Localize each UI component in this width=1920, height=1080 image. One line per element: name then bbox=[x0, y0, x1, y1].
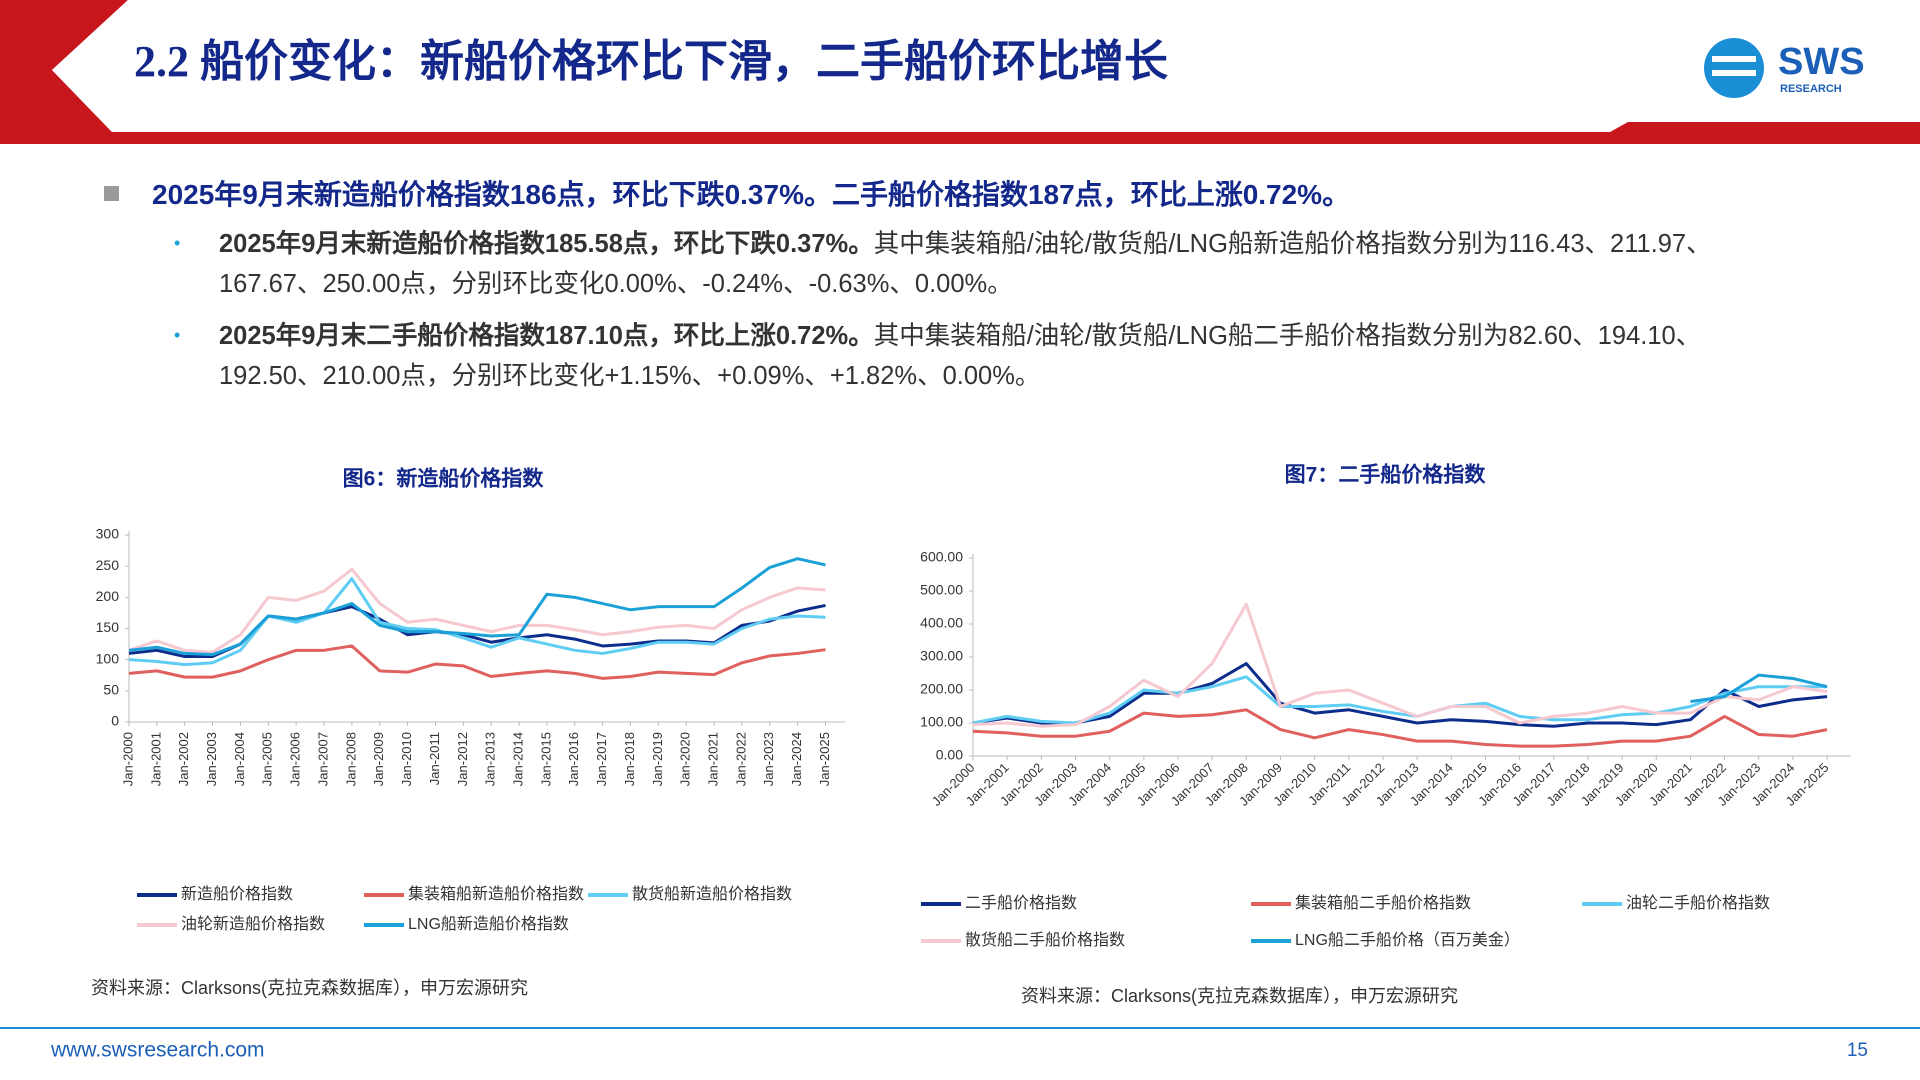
bullet-dot: • bbox=[174, 325, 181, 345]
logo-stripe bbox=[1712, 56, 1756, 62]
x-tick-label: Jan-2013 bbox=[483, 732, 498, 786]
y-tick-label: 200 bbox=[96, 588, 120, 604]
x-tick-label: Jan-2024 bbox=[789, 732, 804, 786]
x-tick-label: Jan-2005 bbox=[260, 732, 275, 786]
y-tick-label: 500.00 bbox=[920, 582, 963, 598]
header-band bbox=[0, 0, 1920, 144]
legend-label: 集装箱船新造船价格指数 bbox=[408, 885, 584, 903]
series-line bbox=[128, 603, 826, 659]
series-line bbox=[972, 708, 1828, 748]
legend-label: 油轮新造船价格指数 bbox=[181, 915, 325, 933]
series-line bbox=[128, 644, 826, 680]
main-bullet: 2025年9月末新造船价格指数186点，环比下跌0.37%。二手船价格指数187… bbox=[152, 179, 1351, 210]
y-tick-label: 50 bbox=[103, 682, 119, 698]
legend-label: 散货船二手船价格指数 bbox=[965, 931, 1125, 949]
footer-url: www.swsresearch.com bbox=[50, 1039, 265, 1062]
series-line bbox=[972, 662, 1828, 728]
bullet-bold: 2025年9月末新造船价格指数185.58点，环比下跌0.37%。 bbox=[219, 230, 874, 258]
x-tick-label: Jan-2023 bbox=[761, 732, 776, 786]
x-tick-label: Jan-2020 bbox=[678, 732, 693, 786]
logo-mark bbox=[1704, 38, 1764, 98]
x-tick-label: Jan-2017 bbox=[594, 732, 609, 786]
y-tick-label: 200.00 bbox=[920, 681, 963, 697]
chart-source: 资料来源：Clarksons(克拉克森数据库），申万宏源研究 bbox=[1021, 986, 1458, 1006]
series-line bbox=[128, 557, 826, 657]
legend-label: 集装箱船二手船价格指数 bbox=[1295, 894, 1471, 912]
x-tick-label: Jan-2001 bbox=[148, 732, 163, 786]
legend-label: 油轮二手船价格指数 bbox=[1626, 894, 1770, 912]
logo-text: SWS bbox=[1778, 41, 1865, 83]
y-tick-label: 100 bbox=[96, 650, 120, 666]
header-chevron bbox=[52, 0, 150, 132]
y-tick-label: 100.00 bbox=[920, 714, 963, 730]
sub-bullet: 2025年9月末新造船价格指数185.58点，环比下跌0.37%。其中集装箱船/… bbox=[219, 224, 1764, 304]
legend-label: LNG船新造船价格指数 bbox=[408, 915, 569, 933]
series-line bbox=[972, 675, 1828, 725]
series-line bbox=[1690, 673, 1828, 704]
x-tick-label: Jan-2019 bbox=[650, 732, 665, 786]
y-tick-label: 300.00 bbox=[920, 648, 963, 664]
x-tick-label: Jan-2004 bbox=[232, 732, 247, 786]
y-tick-label: 250 bbox=[96, 557, 120, 573]
y-tick-label: 600.00 bbox=[920, 549, 963, 565]
x-tick-label: Jan-2007 bbox=[315, 732, 330, 786]
chart-title: 图7：二手船价格指数 bbox=[1285, 463, 1487, 487]
x-tick-label: Jan-2018 bbox=[622, 732, 637, 786]
y-tick-label: 400.00 bbox=[920, 615, 963, 631]
x-tick-label: Jan-2011 bbox=[427, 732, 442, 785]
bullet-marker bbox=[104, 186, 119, 201]
x-tick-label: Jan-2015 bbox=[538, 732, 553, 786]
legend-label: 二手船价格指数 bbox=[965, 894, 1077, 912]
slide-title: 2.2 船价变化：新船价格环比下滑，二手船价环比增长 bbox=[134, 37, 1168, 86]
y-tick-label: 0.00 bbox=[936, 747, 963, 763]
chart-title: 图6：新造船价格指数 bbox=[343, 467, 545, 491]
x-tick-label: Jan-2002 bbox=[176, 732, 191, 786]
x-tick-label: Jan-2000 bbox=[120, 732, 135, 786]
x-tick-label: Jan-2003 bbox=[204, 732, 219, 786]
x-tick-label: Jan-2009 bbox=[371, 732, 386, 786]
bullet-text: 其中集装箱船/油轮/散货船/LNG船二手船价格指数分别为82.60、194.10… bbox=[219, 322, 1702, 390]
legend-label: LNG船二手船价格（百万美金） bbox=[1295, 931, 1520, 949]
y-tick-label: 150 bbox=[96, 619, 120, 635]
x-tick-label: Jan-2021 bbox=[705, 732, 720, 786]
x-tick-label: Jan-2006 bbox=[288, 732, 303, 786]
x-tick-label: Jan-2016 bbox=[566, 732, 581, 786]
bullet-text: 其中集装箱船/油轮/散货船/LNG船新造船价格指数分别为116.43、211.9… bbox=[219, 230, 1712, 298]
series-line bbox=[128, 567, 826, 654]
series-line bbox=[972, 602, 1828, 728]
page-number: 15 bbox=[1847, 1040, 1868, 1061]
sub-bullet: 2025年9月末二手船价格指数187.10点，环比上涨0.72%。其中集装箱船/… bbox=[219, 316, 1764, 396]
x-tick-label: Jan-2008 bbox=[343, 732, 358, 786]
logo-stripe bbox=[1712, 70, 1756, 76]
legend-label: 散货船新造船价格指数 bbox=[632, 885, 792, 903]
x-tick-label: Jan-2025 bbox=[817, 732, 832, 786]
chart-source: 资料来源：Clarksons(克拉克森数据库），申万宏源研究 bbox=[91, 978, 528, 998]
legend-label: 新造船价格指数 bbox=[181, 885, 293, 903]
series-line bbox=[128, 577, 826, 667]
bullet-dot: • bbox=[174, 233, 181, 253]
x-tick-label: Jan-2010 bbox=[399, 732, 414, 786]
x-tick-label: Jan-2022 bbox=[733, 732, 748, 786]
logo-subtext: RESEARCH bbox=[1780, 83, 1842, 95]
y-tick-label: 0 bbox=[111, 713, 119, 729]
x-tick-label: Jan-2012 bbox=[455, 732, 470, 786]
y-tick-label: 300 bbox=[96, 526, 120, 542]
bullet-bold: 2025年9月末二手船价格指数187.10点，环比上涨0.72%。 bbox=[219, 322, 874, 350]
x-tick-label: Jan-2014 bbox=[510, 732, 525, 786]
